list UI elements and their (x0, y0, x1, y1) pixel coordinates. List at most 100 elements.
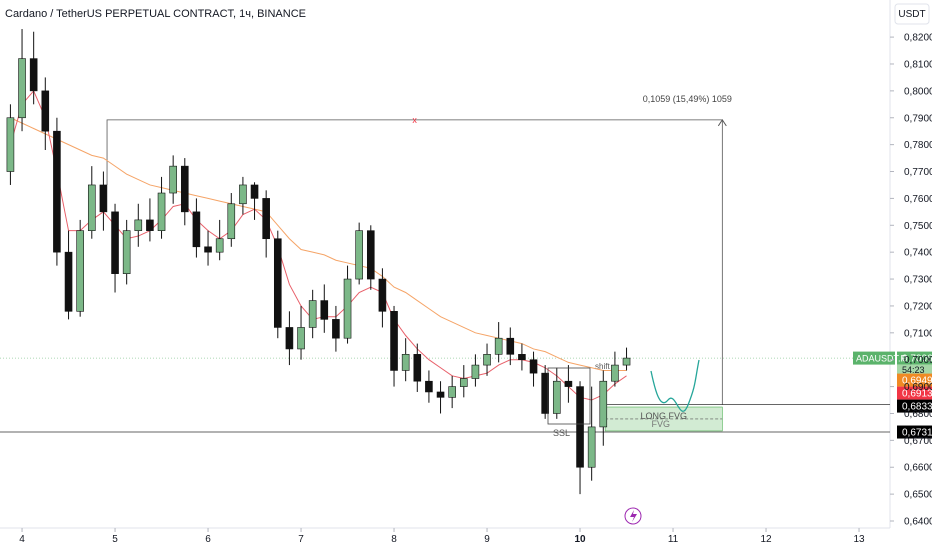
x-tick-label: 12 (760, 534, 772, 545)
x-tick-label: 8 (391, 534, 397, 545)
candle-body (204, 246, 212, 253)
candle-body (64, 251, 73, 312)
y-tick-label: 0,6700 (904, 436, 932, 447)
x-tick-label: 10 (574, 534, 586, 545)
measure-marker: x (412, 115, 417, 125)
candle-body (157, 192, 166, 231)
candle-body (273, 238, 282, 328)
countdown: 54:23 (902, 365, 925, 375)
candle-body (227, 203, 236, 240)
candle-body (448, 386, 456, 398)
candle-body (483, 354, 491, 366)
candle-body (378, 278, 387, 312)
candle-body (366, 230, 375, 280)
y-tick-label: 0,7500 (904, 221, 932, 232)
y-tick-label: 0,7700 (904, 167, 932, 178)
event-icon[interactable] (624, 507, 642, 525)
candle-body (459, 378, 468, 387)
fvg-label: LONG FVG (640, 411, 687, 421)
moving-average (10, 117, 627, 371)
candle-body (506, 337, 515, 355)
y-tick-label: 0,7300 (904, 275, 932, 286)
candle-body (285, 327, 294, 350)
candle-body (6, 117, 15, 172)
measure-line (106, 119, 723, 185)
candle-body (146, 219, 154, 231)
candle-body (169, 165, 177, 194)
x-tick-label: 9 (484, 534, 490, 545)
currency-box[interactable] (894, 3, 930, 25)
candle-body (494, 337, 503, 355)
ssl-label: SSL (553, 428, 570, 438)
y-tick-label: 0,6500 (904, 490, 932, 501)
countdown-box (897, 364, 932, 376)
y-tick-label: 0,6900 (904, 382, 932, 393)
chart-title: Cardano / TetherUS PERPETUAL CONTRACT, 1… (5, 8, 306, 20)
candle-body (425, 380, 433, 393)
moving-average (9, 89, 627, 401)
price-label: 0,6949 (902, 376, 932, 387)
candle-body (436, 391, 445, 398)
arrow-head (717, 119, 727, 127)
candle-body (297, 327, 305, 350)
candle-body (134, 219, 143, 231)
x-tick-label: 7 (298, 534, 304, 545)
y-tick-label: 0,7900 (904, 113, 932, 124)
price-label-box (897, 386, 932, 400)
x-tick-label: 6 (205, 534, 211, 545)
shift-box (547, 367, 591, 425)
candle-body (99, 184, 108, 213)
candle-body (262, 198, 270, 240)
currency: USDT (898, 9, 925, 20)
candle-body (87, 184, 96, 231)
candle-body (401, 354, 410, 371)
candle-body (622, 357, 631, 366)
candle-body (18, 58, 26, 119)
y-tick-label: 0,6800 (904, 409, 932, 420)
x-tick-label: 11 (668, 534, 679, 545)
price-label-box (897, 425, 932, 439)
measure-label: 0,1059 (15,49%) 1059 (643, 94, 732, 104)
candle-body (76, 230, 84, 312)
price-label: 0,6833 (902, 402, 932, 413)
candle-body (215, 238, 224, 253)
y-tick-label: 0,6600 (904, 463, 932, 474)
drawn-path (650, 359, 700, 412)
y-tick-label: 0,8000 (904, 86, 932, 97)
candle-body (518, 354, 526, 361)
price-label: 0,7006 (902, 354, 932, 365)
candle-body (29, 58, 38, 92)
symbol-box (853, 351, 895, 365)
y-tick-label: 0,7800 (904, 140, 932, 151)
x-tick-label: 5 (112, 534, 118, 545)
y-tick-label: 0,8100 (904, 59, 932, 70)
price-label: 0,6731 (902, 428, 932, 439)
y-tick-label: 0,8200 (904, 33, 932, 44)
candle-body (541, 372, 549, 414)
candle-body (332, 319, 340, 339)
candle-body (53, 130, 61, 253)
candle-body (413, 354, 422, 382)
y-tick-label: 0,7400 (904, 248, 932, 259)
price-label-box (897, 351, 932, 365)
y-tick-label: 0,6400 (904, 517, 932, 528)
candle-body (355, 230, 363, 280)
candle-body (343, 278, 352, 339)
candle-body (576, 386, 584, 468)
y-tick-label: 0,7600 (904, 194, 932, 205)
candle-body (564, 380, 573, 387)
candle-body (390, 311, 398, 371)
event-icon-bolt (630, 510, 637, 522)
candle-body (471, 364, 480, 379)
candle-body (41, 90, 50, 132)
x-tick-label: 4 (19, 534, 25, 545)
candle-body (308, 300, 317, 328)
candle-body (239, 184, 247, 205)
candle-body (552, 380, 561, 414)
price-label-box (897, 399, 932, 413)
candle-body (250, 184, 259, 199)
candle-body (111, 211, 119, 274)
candle-body (587, 426, 596, 468)
fvg-sub-label: FVG (651, 419, 670, 429)
